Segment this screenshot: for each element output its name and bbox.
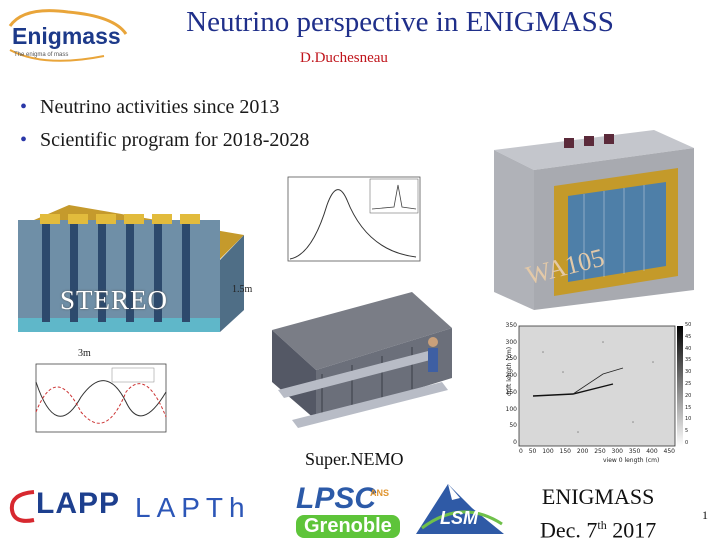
enigmass-logo: Enigmass The enigma of mass xyxy=(4,6,132,68)
lapth-logo: LAPTh xyxy=(135,492,251,523)
supernemo-image xyxy=(262,270,462,442)
supernemo-label: Super.NEMO xyxy=(305,449,404,469)
event-display-plot: drift length (cm) view 0 length (cm) 0 50… xyxy=(483,322,703,466)
stereo-label: STEREO xyxy=(60,285,169,315)
enigmass-logo-tagline: The enigma of mass xyxy=(14,52,68,58)
lapp-logo: LAPP xyxy=(36,487,121,520)
spectrum-plot xyxy=(282,175,422,265)
stereo-detector-image xyxy=(14,200,244,350)
page-number: 1 xyxy=(702,508,708,522)
lsm-logo-mark xyxy=(412,478,508,538)
event-plot-y-ticks: 0 50 100 150 200 250 300 350 xyxy=(505,322,517,446)
dimension-height-label: 1.5m xyxy=(232,284,253,295)
oscillation-plot xyxy=(26,362,172,446)
grenoble-badge: Grenoble xyxy=(296,515,400,538)
lapp-logo-mark xyxy=(8,486,38,526)
footer-line-1: ENIGMASS xyxy=(541,484,655,509)
lpsc-logo: LPSC xyxy=(296,482,377,515)
event-plot-z-ticks: 0 5 10 15 20 25 30 35 40 45 50 xyxy=(685,322,692,446)
lsm-logo: LSM xyxy=(440,508,478,528)
enigmass-logo-text: Enigmass xyxy=(12,23,121,49)
author: D.Duchesneau xyxy=(300,50,388,66)
event-plot-xlabel: view 0 length (cm) xyxy=(603,457,659,464)
event-plot-ylabel: drift length (cm) xyxy=(506,347,513,396)
footer-conference: ENIGMASS Dec. 7th 2017 xyxy=(540,482,656,544)
bullet-icon: • xyxy=(20,96,28,118)
bullet-item: • Scientific program for 2018-2028 xyxy=(20,129,310,151)
dimension-width-label: 3m xyxy=(78,348,91,359)
wa105-detector-image xyxy=(494,130,694,310)
bullet-item: • Neutrino activities since 2013 xyxy=(20,96,280,118)
footer-line-2: Dec. 7th 2017 xyxy=(540,517,657,543)
bullet-list: • Neutrino activities since 2013 • Scienti… xyxy=(20,94,309,160)
page-title: Neutrino perspective in ENIGMASS xyxy=(186,6,614,38)
event-plot-x-ticks: 0 50 100 150 200 250 300 350 400 450 xyxy=(519,448,675,455)
lpsc-anniversary-badge: ANS xyxy=(370,488,390,498)
bullet-icon: • xyxy=(20,129,28,151)
